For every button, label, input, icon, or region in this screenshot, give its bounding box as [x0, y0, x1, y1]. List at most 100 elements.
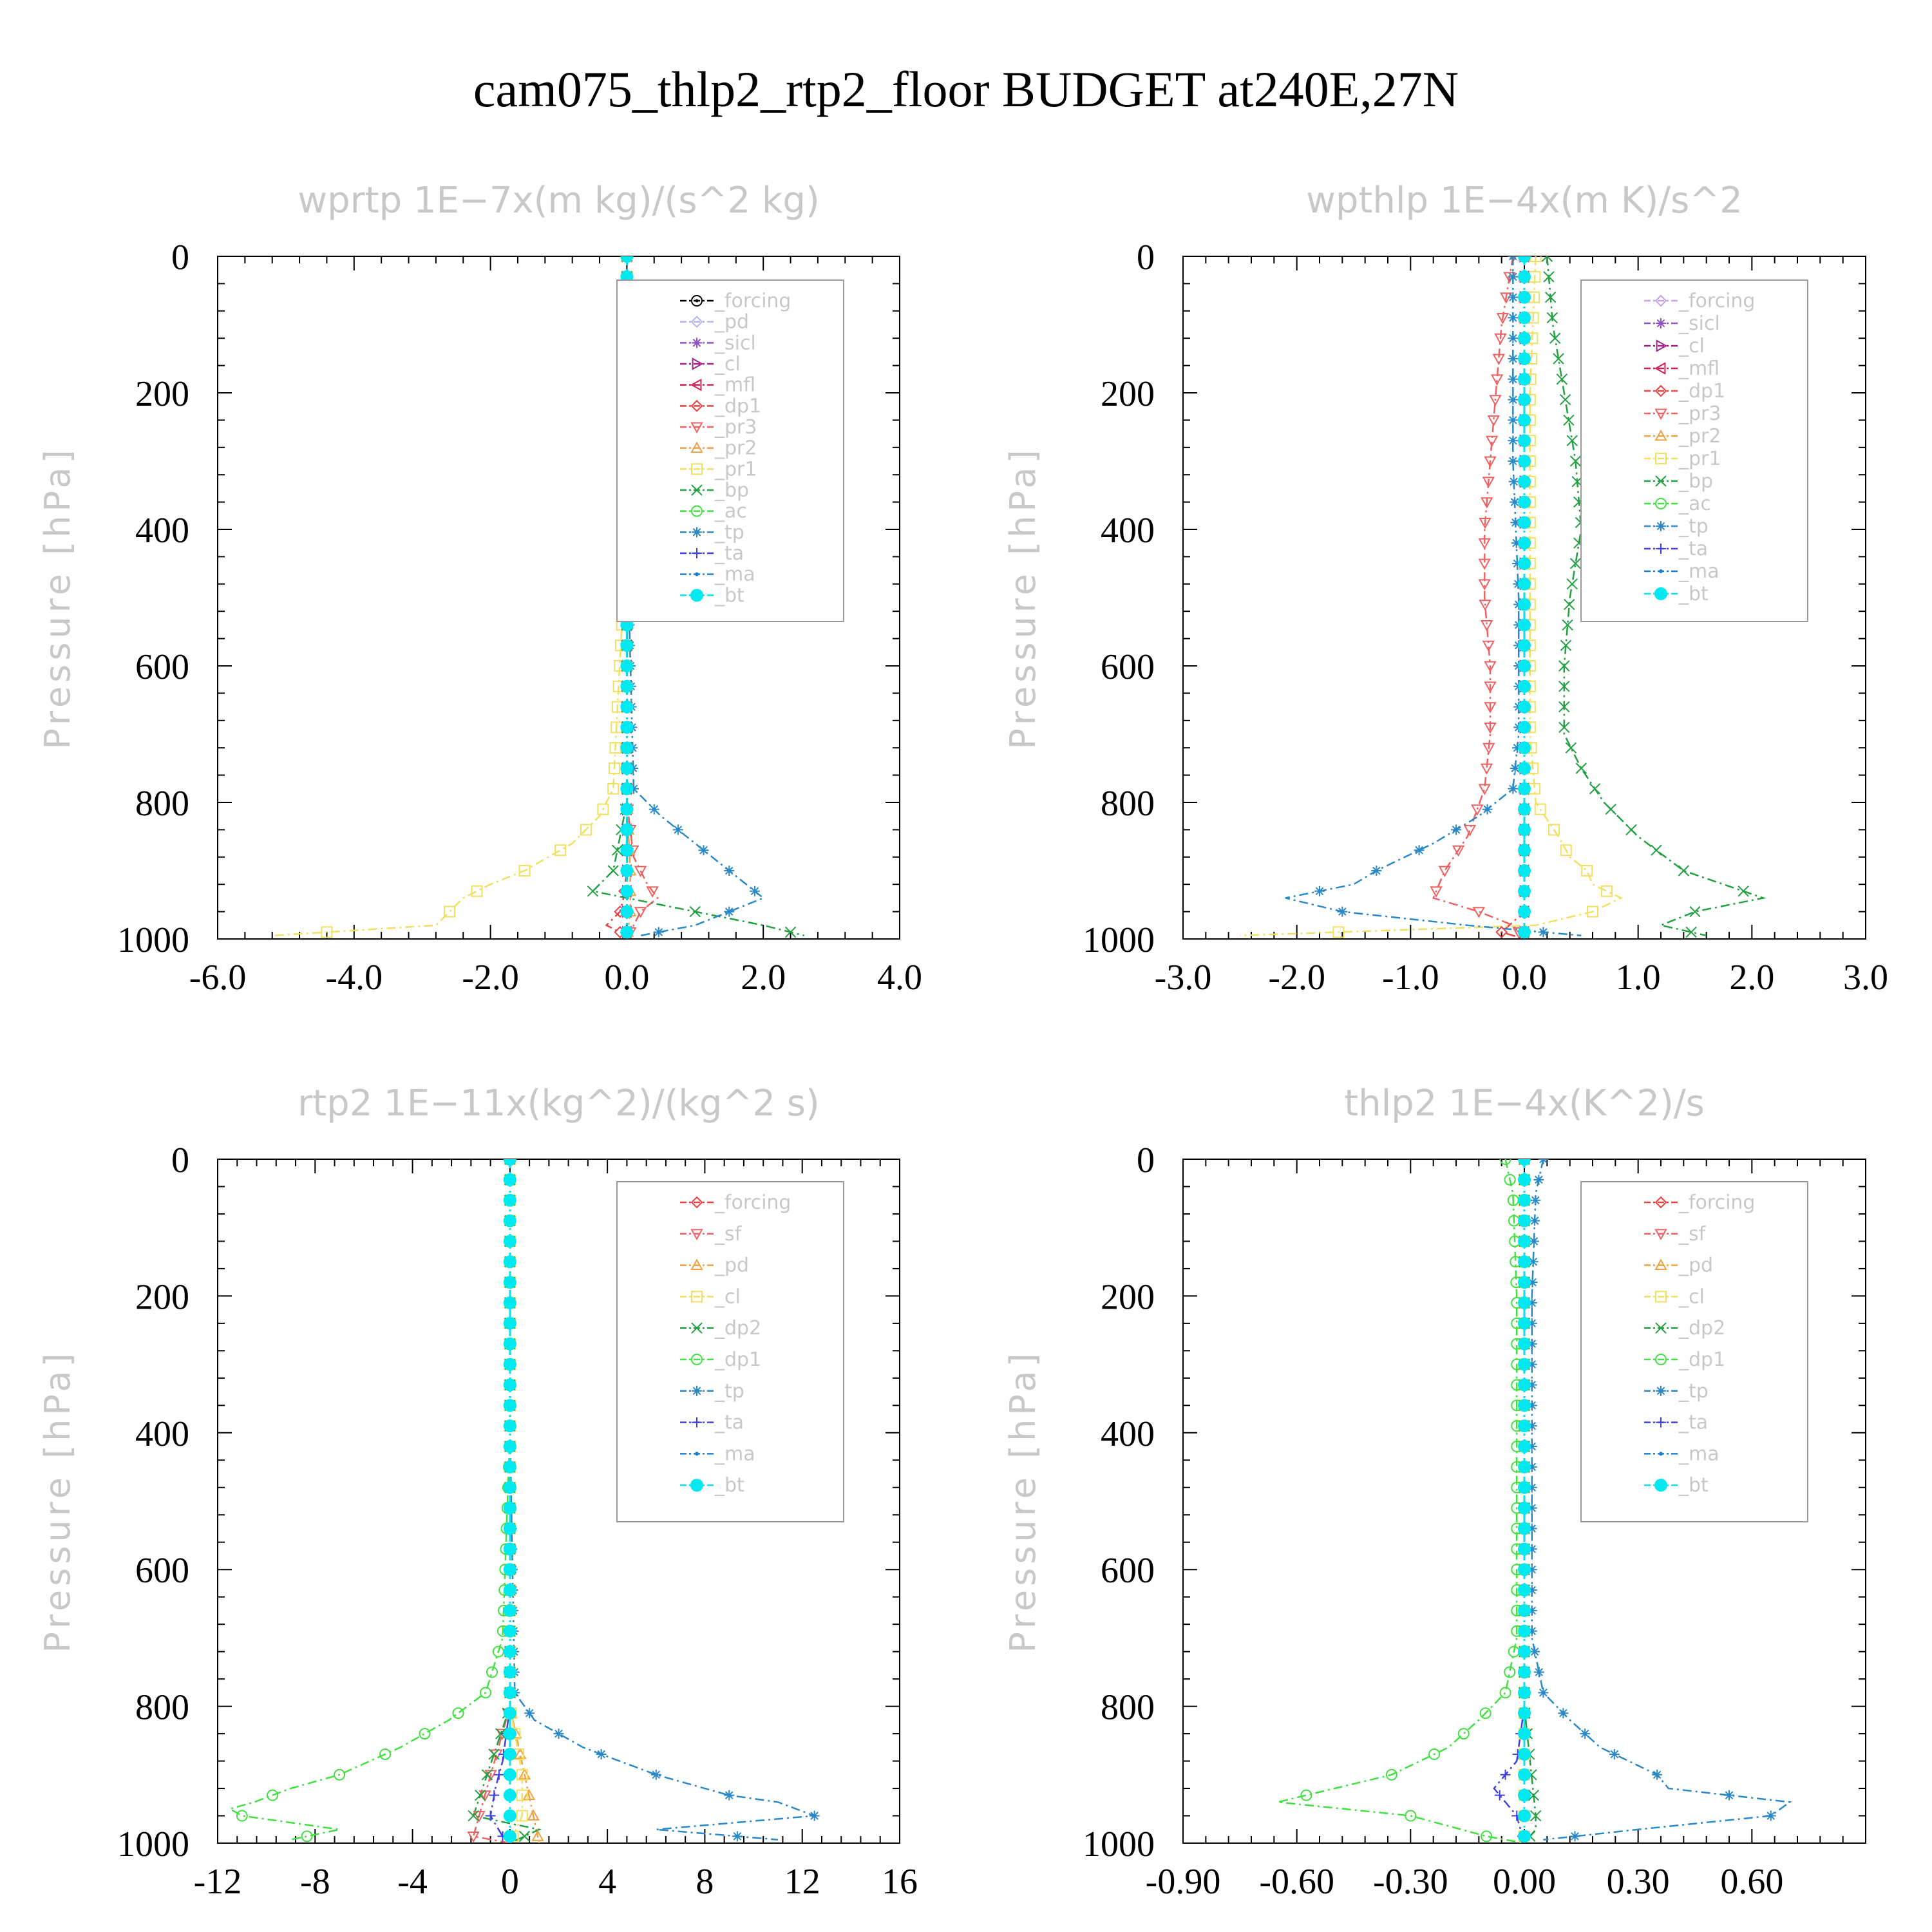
marker — [689, 905, 701, 918]
marker — [1518, 1460, 1531, 1473]
marker — [321, 926, 333, 938]
marker — [1511, 558, 1522, 569]
marker — [784, 926, 797, 938]
marker — [471, 885, 483, 897]
y-axis-label: Pressure [hPa] — [37, 446, 78, 749]
x-tick-label: -2.0 — [1268, 958, 1325, 998]
x-tick-label: -4.0 — [325, 958, 383, 998]
y-tick-label: 0 — [1137, 238, 1155, 278]
marker — [690, 1258, 703, 1270]
y-axis-label: Pressure [hPa] — [1003, 446, 1043, 749]
series-line-dp1 — [227, 1159, 511, 1841]
marker — [620, 844, 634, 857]
marker — [503, 1830, 516, 1843]
marker — [1508, 456, 1519, 466]
marker — [1484, 456, 1497, 468]
marker — [1518, 1747, 1531, 1761]
marker — [1518, 1809, 1531, 1823]
legend-label: _pr3 — [714, 416, 757, 439]
marker — [1563, 414, 1575, 426]
marker — [1518, 884, 1531, 898]
legend-box — [616, 279, 844, 622]
marker — [724, 1790, 735, 1801]
marker — [1428, 1748, 1441, 1760]
marker — [1508, 394, 1519, 405]
marker — [1654, 587, 1667, 600]
marker — [1526, 1523, 1537, 1534]
marker — [1518, 1296, 1531, 1310]
marker — [1689, 905, 1701, 918]
marker — [653, 927, 664, 938]
marker — [1518, 1645, 1531, 1658]
marker — [587, 886, 599, 897]
x-tick-label: -0.90 — [1146, 1862, 1221, 1902]
legend-label: _pd — [714, 1255, 749, 1277]
legend-item: _dp1 — [680, 395, 761, 417]
series-group — [227, 1159, 820, 1843]
marker — [1533, 1174, 1544, 1185]
legend-label: _pr1 — [1678, 448, 1721, 470]
chart-panel-1: wprtp 1E−7x(m kg)/(s^2 kg) Pressure [hPa]… — [37, 180, 922, 998]
marker — [1534, 803, 1546, 815]
marker — [1654, 384, 1667, 397]
marker — [1659, 569, 1663, 573]
marker — [1553, 353, 1564, 365]
marker — [1518, 332, 1531, 345]
legend: _forcing _sf _pd _cl _dp2 _dp1 _tp _ta _ma _bt — [616, 1181, 844, 1522]
legend: _forcing_sicl_cl_mfl_dp1_pr3_pr2_pr1_bp_… — [1580, 279, 1808, 622]
marker — [1518, 1707, 1531, 1720]
marker — [1558, 701, 1570, 713]
legend-label: _ma — [714, 564, 755, 586]
marker — [1518, 1584, 1531, 1597]
marker — [1556, 374, 1568, 385]
marker — [1508, 415, 1519, 426]
marker — [503, 1460, 516, 1473]
marker — [620, 762, 634, 775]
marker — [691, 484, 703, 496]
marker — [1511, 538, 1522, 549]
y-tick-label: 200 — [135, 1277, 189, 1317]
marker — [1510, 517, 1521, 528]
marker — [1738, 886, 1749, 897]
marker — [596, 1748, 607, 1759]
series-markers-bt — [1518, 256, 1531, 939]
marker — [1499, 1159, 1511, 1165]
marker — [503, 1624, 516, 1638]
marker — [1518, 864, 1531, 877]
legend-label: _cl — [714, 353, 741, 375]
legend-item: _forcing — [1644, 290, 1755, 312]
marker — [514, 1747, 527, 1759]
marker — [1508, 256, 1519, 261]
marker — [1484, 661, 1497, 673]
legend-item: _pr3 — [1644, 402, 1721, 425]
marker — [690, 422, 703, 434]
legend-box — [1580, 1181, 1808, 1522]
marker — [732, 1831, 743, 1842]
marker — [1656, 339, 1668, 352]
marker — [1651, 844, 1662, 856]
marker — [1659, 1452, 1663, 1456]
plot-frame — [217, 1159, 900, 1844]
marker — [1518, 352, 1531, 365]
legend-label: _tp — [1678, 515, 1709, 538]
marker — [1518, 1788, 1531, 1802]
marker — [1482, 477, 1495, 488]
legend-label: _bp — [1678, 470, 1713, 493]
marker — [419, 1728, 431, 1740]
marker — [691, 295, 703, 307]
marker — [1518, 1193, 1531, 1207]
marker — [1518, 905, 1531, 918]
marker — [620, 925, 634, 939]
marker — [1530, 1215, 1540, 1226]
marker — [1538, 1687, 1549, 1698]
marker — [503, 1214, 516, 1227]
legend-label: _cl — [1678, 1285, 1705, 1308]
legend-label: _ta — [1678, 1412, 1708, 1434]
y-tick-label: 600 — [135, 647, 189, 687]
marker — [1518, 1159, 1531, 1166]
legend-item: _ma — [1644, 1443, 1719, 1465]
legend-item: _ta — [1644, 538, 1708, 560]
marker — [1558, 1708, 1569, 1719]
legend-label: _forcing — [1678, 290, 1755, 312]
marker — [1526, 1625, 1537, 1636]
